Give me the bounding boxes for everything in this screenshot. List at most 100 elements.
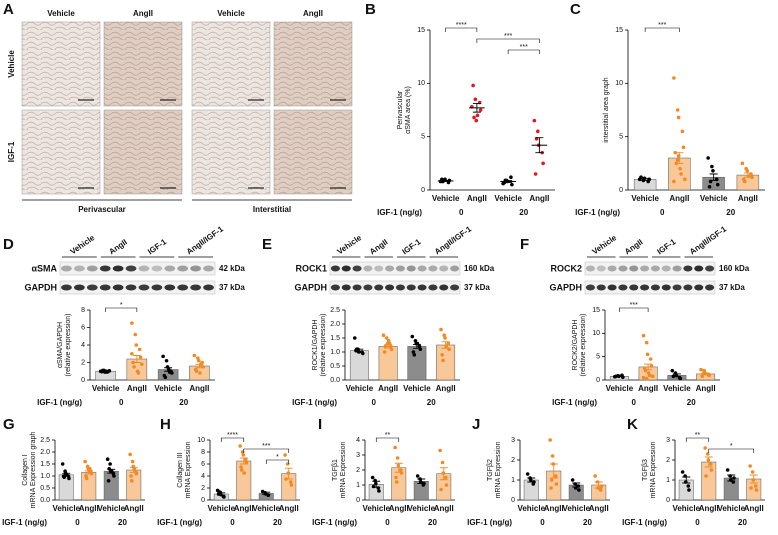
data-point bbox=[438, 448, 442, 453]
data-point bbox=[598, 488, 603, 492]
group-label: 20 bbox=[687, 398, 696, 407]
error-bar bbox=[709, 173, 718, 181]
y-axis-label: mRNA Expression bbox=[185, 441, 192, 498]
x-tick-label: AngII bbox=[744, 504, 764, 513]
data-point bbox=[393, 445, 397, 450]
group-label: 20 bbox=[273, 518, 282, 527]
lane-label: Vehicle bbox=[69, 233, 97, 257]
data-point bbox=[442, 333, 446, 338]
data-point bbox=[670, 368, 675, 373]
group-axis-label: IGF-1 (ng/g) bbox=[552, 398, 597, 407]
data-point bbox=[84, 476, 89, 481]
data-point bbox=[644, 340, 649, 345]
panel-letter: A bbox=[3, 1, 14, 18]
micrograph bbox=[103, 21, 183, 107]
y-tick-label: 0 bbox=[421, 187, 425, 194]
data-point bbox=[136, 371, 141, 375]
micrograph bbox=[191, 21, 271, 107]
error-bar bbox=[284, 467, 293, 480]
group-axis-label: IGF-1 (ng/g) bbox=[292, 398, 337, 407]
data-point bbox=[473, 97, 478, 102]
group-axis-label: IGF-1 (ng/g) bbox=[312, 518, 357, 527]
y-axis-label: TGFβ3 bbox=[642, 459, 649, 481]
band bbox=[385, 284, 395, 291]
y-axis-label: mRNA Expression bbox=[340, 441, 347, 498]
data-point bbox=[361, 351, 365, 356]
data-point bbox=[83, 459, 87, 464]
data-point bbox=[222, 495, 226, 499]
y-tick-label: 3 bbox=[356, 452, 360, 459]
band bbox=[151, 265, 163, 272]
x-tick-label: Vehicle bbox=[346, 384, 374, 393]
error-bar bbox=[682, 476, 691, 484]
group-label: 20 bbox=[726, 208, 735, 217]
band bbox=[694, 265, 704, 272]
data-point bbox=[725, 468, 730, 472]
micrograph bbox=[21, 21, 101, 107]
lane-label: IGF-1 bbox=[146, 237, 168, 256]
band bbox=[164, 284, 176, 291]
band-size: 160 kDa bbox=[719, 264, 750, 273]
column-label: AngII bbox=[303, 9, 323, 18]
error-bar bbox=[572, 482, 581, 488]
y-tick-label: 5 bbox=[619, 134, 623, 141]
band bbox=[352, 265, 362, 272]
data-point bbox=[370, 475, 375, 480]
data-point bbox=[371, 484, 376, 489]
protein-name: GAPDH bbox=[294, 282, 327, 292]
band bbox=[694, 284, 704, 291]
panel-letter: C bbox=[570, 1, 581, 18]
data-point bbox=[238, 444, 242, 448]
data-point bbox=[88, 467, 92, 471]
group-label: 0 bbox=[119, 398, 124, 407]
data-point bbox=[417, 344, 422, 349]
band bbox=[683, 284, 693, 291]
data-point bbox=[708, 462, 713, 466]
lane-label: AngII/IGF-1 bbox=[433, 224, 474, 256]
data-point bbox=[474, 118, 479, 123]
data-point bbox=[745, 169, 749, 173]
band bbox=[650, 284, 660, 291]
band bbox=[629, 265, 639, 272]
data-point bbox=[680, 129, 685, 134]
x-tick-label: Vehicle bbox=[97, 504, 125, 513]
data-point bbox=[132, 365, 136, 369]
y-axis-label: (relative expression) bbox=[320, 313, 327, 376]
significance-label: ** bbox=[695, 432, 701, 439]
group-label: 20 bbox=[118, 518, 127, 527]
y-tick-label: 3 bbox=[511, 437, 515, 444]
protein-name: ROCK2 bbox=[550, 263, 582, 273]
y-tick-label: 0 bbox=[619, 187, 623, 194]
y-axis-label: Collagen III bbox=[177, 452, 184, 487]
band bbox=[203, 284, 214, 291]
micrograph bbox=[191, 109, 271, 195]
error-bar bbox=[441, 179, 450, 182]
group-label: 0 bbox=[632, 398, 637, 407]
data-point bbox=[138, 355, 143, 360]
data-point bbox=[641, 375, 646, 380]
error-bar bbox=[239, 457, 248, 465]
data-point bbox=[478, 108, 483, 112]
band bbox=[151, 284, 163, 291]
data-point bbox=[198, 371, 202, 375]
band bbox=[99, 265, 111, 272]
error-bar bbox=[594, 481, 603, 489]
y-tick-label: 15 bbox=[417, 27, 425, 34]
staining bbox=[274, 110, 352, 194]
lane-label: Vehicle bbox=[335, 233, 363, 257]
x-tick-label: Vehicle bbox=[92, 384, 120, 393]
y-tick-label: 15 bbox=[592, 307, 600, 314]
bar bbox=[523, 479, 539, 501]
group-axis-label: IGF-1 (ng/g) bbox=[467, 518, 512, 527]
data-point bbox=[242, 471, 246, 475]
band bbox=[618, 284, 628, 291]
band bbox=[99, 284, 111, 291]
data-point bbox=[675, 158, 680, 162]
bar bbox=[103, 470, 119, 501]
x-tick-label: Vehicle bbox=[562, 504, 590, 513]
staining bbox=[104, 110, 182, 194]
data-point bbox=[678, 376, 683, 381]
error-bar bbox=[749, 474, 758, 484]
x-tick-label: Vehicle bbox=[494, 194, 522, 203]
data-point bbox=[471, 83, 475, 88]
